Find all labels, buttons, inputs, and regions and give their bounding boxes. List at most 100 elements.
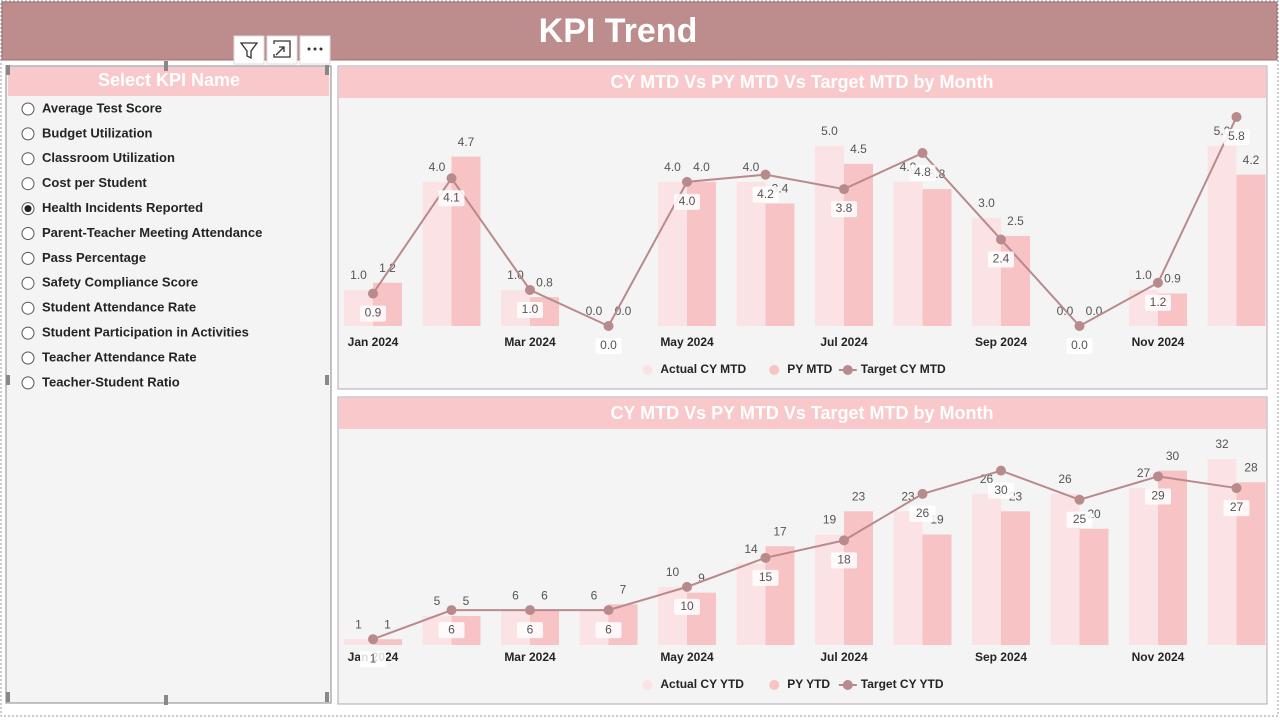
data-label: 4.2: [757, 187, 774, 201]
data-label: 19: [823, 513, 837, 527]
legend-label[interactable]: PY MTD: [787, 362, 832, 376]
data-label-box: [517, 301, 543, 318]
slicer-option[interactable]: Student Attendance Rate: [42, 300, 196, 315]
data-label: 29: [1151, 489, 1165, 503]
line-marker: [760, 552, 771, 563]
legend-marker: [769, 680, 780, 690]
legend-label[interactable]: Actual CY MTD: [660, 362, 746, 376]
chart-title: CY MTD Vs PY MTD Vs Target MTD by Month: [610, 403, 993, 423]
data-label: 1: [384, 617, 391, 631]
radio-button[interactable]: [21, 326, 35, 340]
data-label-box: [438, 190, 465, 207]
bar: [1001, 235, 1030, 326]
data-label: 4.2: [1243, 153, 1260, 167]
slicer-option[interactable]: Student Participation in Activities: [42, 325, 249, 340]
resize-handle: [6, 692, 10, 702]
radio-button[interactable]: [21, 152, 35, 166]
data-label: 6: [448, 622, 455, 636]
bar: [844, 511, 873, 645]
data-label: 27: [1137, 466, 1151, 480]
data-label: 3.0: [978, 196, 995, 210]
data-label: 1: [355, 617, 362, 631]
radio-button[interactable]: [21, 227, 35, 240]
slicer-option[interactable]: Budget Utilization: [42, 125, 153, 140]
radio-button[interactable]: [21, 127, 35, 141]
slicer-option[interactable]: Health Incidents Reported: [42, 200, 203, 215]
data-label-box: [438, 622, 465, 639]
bar: [1129, 488, 1158, 645]
data-label: 1.0: [507, 268, 524, 282]
data-label: 2.4: [993, 252, 1010, 266]
data-label: 3.8: [836, 201, 853, 215]
legend-label[interactable]: Actual CY YTD: [660, 677, 744, 691]
data-label: 0.0: [586, 304, 603, 318]
data-label: 10: [680, 599, 694, 613]
legend-marker: [642, 365, 653, 375]
radio-button[interactable]: [21, 251, 35, 265]
data-label: 26: [1058, 472, 1072, 486]
line-marker: [368, 634, 378, 645]
slicer-header: [8, 67, 329, 96]
line-marker: [603, 321, 614, 331]
legend-label[interactable]: Target CY YTD: [861, 677, 944, 691]
line-marker: [917, 148, 928, 159]
slicer-option[interactable]: Safety Compliance Score: [42, 275, 198, 290]
slicer-option[interactable]: Teacher Attendance Rate: [42, 349, 197, 364]
bar: [1079, 528, 1109, 645]
data-label-box: [831, 552, 857, 569]
bar: [893, 511, 923, 645]
data-label-box: [752, 569, 779, 586]
legend-marker: [769, 365, 780, 375]
radio-button[interactable]: [21, 351, 35, 365]
data-label: 15: [759, 570, 773, 584]
radio-button[interactable]: [21, 177, 35, 191]
filter-icon[interactable]: [233, 35, 265, 65]
data-label: 6: [541, 588, 548, 602]
bar: [844, 163, 873, 326]
data-label: 4.0: [664, 160, 681, 174]
radio-button[interactable]: [21, 376, 35, 390]
slicer-option[interactable]: Pass Percentage: [42, 250, 146, 265]
line-marker: [1231, 483, 1242, 494]
data-label: 2.5: [1007, 214, 1024, 228]
slicer-option[interactable]: Average Test Score: [42, 100, 162, 115]
radio-button[interactable]: [21, 276, 35, 290]
data-label: 30: [1166, 449, 1180, 463]
filter-glyph: [239, 42, 259, 60]
data-label-box: [674, 598, 700, 615]
data-label: 28: [1244, 460, 1258, 474]
line-marker: [682, 176, 692, 187]
legend-label[interactable]: PY YTD: [787, 677, 830, 691]
x-tick-label: Jul 2024: [820, 335, 868, 349]
data-label: 25: [1073, 512, 1087, 526]
bar: [373, 639, 402, 645]
focus-icon[interactable]: [266, 35, 298, 65]
slicer-option[interactable]: Cost per Student: [42, 175, 147, 190]
bar: [1001, 511, 1030, 645]
legend-label[interactable]: Target CY MTD: [861, 362, 946, 376]
slicer-option[interactable]: Classroom Utilization: [42, 150, 175, 165]
radio-button[interactable]: [21, 102, 35, 116]
bar: [1236, 174, 1266, 326]
line: [372, 116, 1238, 328]
slicer-option[interactable]: Parent-Teacher Meeting Attendance: [42, 225, 262, 240]
data-label-box: [988, 251, 1014, 268]
bar: [765, 203, 795, 326]
resize-handle: [6, 65, 10, 75]
header-title: KPI Trend: [539, 12, 698, 50]
x-tick-label: Sep 2024: [975, 335, 1027, 349]
data-label: 4.0: [679, 194, 696, 208]
line-marker: [368, 288, 378, 299]
data-label: 4.0: [693, 160, 710, 174]
data-label: 6: [605, 622, 612, 636]
bar: [344, 639, 373, 645]
slicer-option[interactable]: Teacher-Student Ratio: [42, 374, 180, 389]
x-tick-label: Jul 2024: [820, 650, 868, 664]
slicer-title: Select KPI Name: [98, 70, 240, 90]
line-marker: [839, 535, 849, 546]
line-marker: [760, 169, 771, 180]
radio-button[interactable]: [21, 301, 35, 315]
line-marker: [682, 581, 692, 592]
data-label: 5.8: [1228, 129, 1245, 143]
